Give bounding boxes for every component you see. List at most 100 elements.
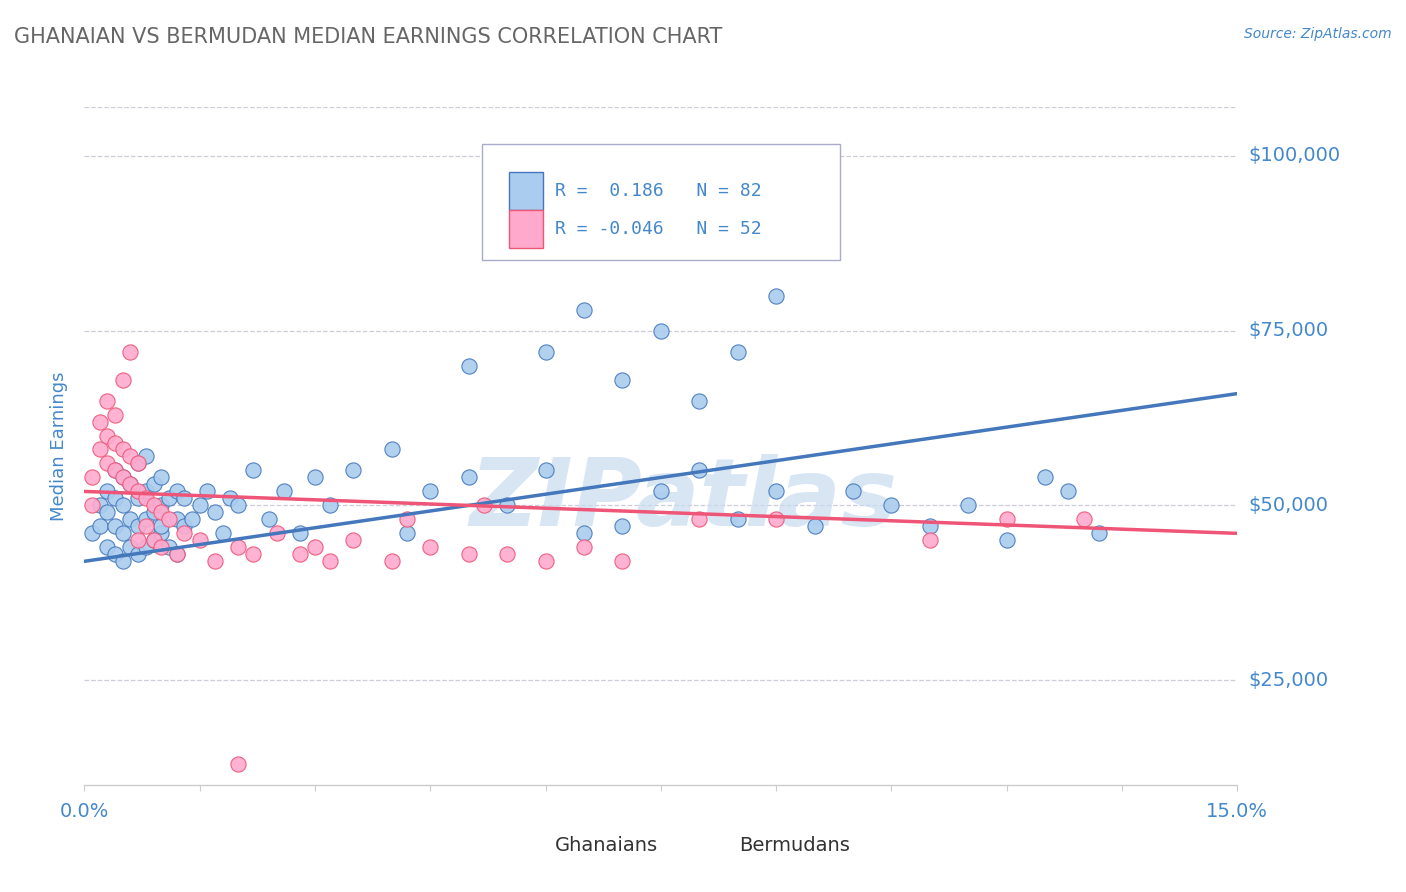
Point [496, 547, 519, 561]
Point [111, 470, 134, 484]
Text: GHANAIAN VS BERMUDAN MEDIAN EARNINGS CORRELATION CHART: GHANAIAN VS BERMUDAN MEDIAN EARNINGS COR… [14, 27, 723, 46]
Point [89, 519, 111, 533]
FancyBboxPatch shape [509, 211, 543, 248]
Point [166, 484, 188, 499]
Point [173, 491, 195, 506]
Text: R =  0.186   N = 82: R = 0.186 N = 82 [555, 182, 762, 200]
Text: Source: ZipAtlas.com: Source: ZipAtlas.com [1244, 27, 1392, 41]
Point [457, 359, 479, 373]
Point [120, 512, 142, 526]
Point [89, 499, 111, 513]
Point [650, 484, 672, 499]
Point [381, 554, 404, 568]
Point [688, 463, 710, 477]
Text: $100,000: $100,000 [1249, 146, 1340, 165]
Point [173, 519, 195, 533]
Text: $50,000: $50,000 [1249, 496, 1329, 515]
Point [534, 344, 557, 359]
Text: Bermudans: Bermudans [740, 837, 851, 855]
Point [211, 526, 233, 541]
Point [242, 547, 264, 561]
Point [80, 470, 103, 484]
Point [150, 499, 173, 513]
Point [572, 526, 595, 541]
Point [572, 541, 595, 555]
Point [111, 470, 134, 484]
Point [120, 477, 142, 491]
FancyBboxPatch shape [510, 838, 546, 855]
Point [612, 554, 634, 568]
Point [1073, 512, 1095, 526]
Point [472, 499, 495, 513]
Point [120, 344, 142, 359]
Point [135, 519, 157, 533]
Text: $25,000: $25,000 [1249, 671, 1329, 690]
Point [727, 512, 749, 526]
Point [166, 547, 188, 561]
Point [127, 519, 149, 533]
Point [181, 512, 204, 526]
Point [457, 470, 479, 484]
Point [127, 491, 149, 506]
Point [96, 541, 118, 555]
Point [1088, 526, 1111, 541]
Point [219, 491, 242, 506]
Point [104, 491, 127, 506]
Point [226, 541, 249, 555]
Point [89, 415, 111, 429]
Point [612, 373, 634, 387]
Point [918, 519, 941, 533]
Point [381, 442, 404, 457]
Point [111, 554, 134, 568]
Point [572, 302, 595, 317]
Point [534, 554, 557, 568]
Point [142, 505, 165, 519]
Text: $75,000: $75,000 [1249, 321, 1329, 340]
Point [104, 435, 127, 450]
Point [135, 450, 157, 464]
Point [142, 499, 165, 513]
Point [104, 547, 127, 561]
Point [650, 324, 672, 338]
Point [842, 484, 865, 499]
Point [111, 442, 134, 457]
Point [150, 541, 173, 555]
Point [127, 457, 149, 471]
Point [111, 526, 134, 541]
Point [688, 393, 710, 408]
Point [111, 499, 134, 513]
Point [266, 526, 288, 541]
Point [195, 484, 218, 499]
Point [1057, 484, 1080, 499]
Point [120, 541, 142, 555]
Point [89, 442, 111, 457]
Point [765, 289, 787, 303]
Point [918, 533, 941, 548]
Point [342, 533, 364, 548]
Point [111, 373, 134, 387]
FancyBboxPatch shape [509, 172, 543, 210]
Point [157, 512, 180, 526]
Point [242, 463, 264, 477]
Point [188, 533, 211, 548]
Point [226, 499, 249, 513]
Point [534, 463, 557, 477]
Point [96, 428, 118, 442]
FancyBboxPatch shape [696, 838, 730, 855]
Point [135, 512, 157, 526]
Point [135, 491, 157, 506]
FancyBboxPatch shape [482, 145, 839, 260]
Point [457, 547, 479, 561]
Point [120, 450, 142, 464]
Point [765, 512, 787, 526]
Point [304, 541, 326, 555]
Point [803, 519, 825, 533]
Point [135, 484, 157, 499]
Point [727, 344, 749, 359]
Point [496, 499, 519, 513]
Point [80, 526, 103, 541]
Point [135, 541, 157, 555]
Point [96, 484, 118, 499]
Point [880, 499, 903, 513]
Point [127, 457, 149, 471]
